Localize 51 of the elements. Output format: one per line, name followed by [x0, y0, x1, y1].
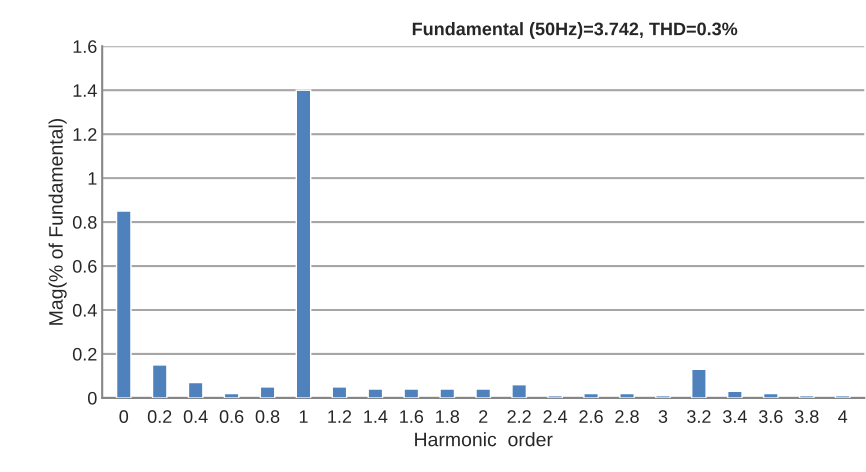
bar — [188, 382, 204, 398]
x-tick-label: 1.8 — [436, 410, 460, 423]
x-tick-label: 2.8 — [615, 410, 639, 423]
bar — [224, 392, 240, 398]
y-tick-label: 0.6 — [72, 260, 97, 273]
x-tick-label: 3.2 — [687, 410, 711, 423]
x-tick-label: 2.6 — [579, 410, 603, 423]
bar — [583, 392, 599, 398]
x-tick-label: 0.2 — [148, 410, 172, 423]
y-tick-label: 1.2 — [74, 128, 96, 141]
x-tick-label: 0.8 — [256, 410, 280, 423]
x-tick-label: 3.6 — [758, 410, 783, 423]
bar — [655, 395, 671, 398]
bar — [368, 388, 384, 398]
x-tick-label: 3.8 — [794, 410, 819, 423]
bar — [511, 384, 528, 398]
bar — [547, 395, 564, 398]
y-tick-label: 0.4 — [72, 304, 97, 317]
x-tick-label: 1.6 — [400, 410, 424, 423]
x-tick-label: 2.4 — [543, 410, 568, 423]
x-tick-label: 4 — [838, 410, 848, 423]
bar — [152, 364, 168, 398]
x-tick-label: 2 — [479, 410, 488, 423]
bar — [726, 390, 743, 398]
x-tick-label: 0.4 — [184, 410, 208, 423]
bar — [439, 388, 456, 398]
bar — [260, 386, 276, 398]
x-tick-label: 1 — [300, 410, 308, 423]
bar — [403, 388, 420, 398]
x-tick-label: 3 — [658, 410, 668, 423]
y-axis-title: Mag(% of Fundamental) — [48, 118, 67, 325]
x-tick-label: 0 — [119, 410, 128, 423]
x-tick-label: 0.6 — [220, 410, 244, 423]
bar — [619, 392, 635, 398]
y-tick-label: 0.8 — [72, 216, 97, 229]
bar — [332, 386, 348, 398]
bar — [116, 210, 132, 398]
chart-title: Fundamental (50Hz)=3.742, THD=0.3% — [412, 22, 738, 39]
bar — [296, 90, 312, 398]
y-tick-label: 0 — [88, 392, 97, 405]
y-tick-label: 0.2 — [72, 348, 96, 361]
x-tick-label: 1.4 — [364, 410, 388, 423]
x-axis-title: Harmonic order — [415, 432, 553, 446]
x-tick-label: 3.4 — [723, 410, 747, 423]
y-tick-label: 1.4 — [74, 84, 97, 97]
x-tick-label: 1.2 — [328, 410, 352, 423]
y-tick-label: 1 — [88, 172, 96, 185]
bar — [475, 388, 492, 398]
y-tick-label: 1.6 — [74, 40, 97, 53]
bar — [691, 368, 707, 398]
x-tick-label: 2.2 — [508, 410, 531, 423]
